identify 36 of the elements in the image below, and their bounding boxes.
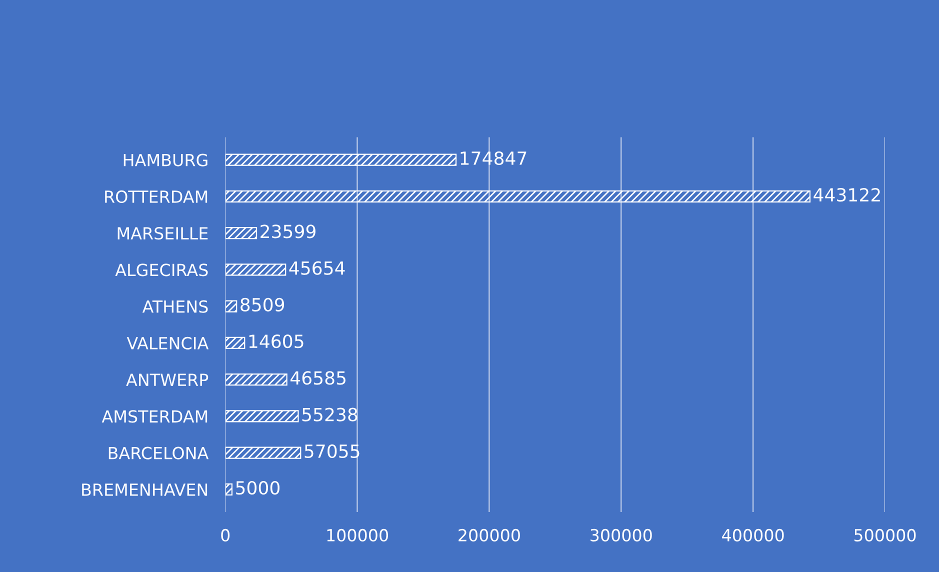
data-label: 55238 <box>302 408 358 422</box>
y-tick-label: BARCELONA <box>108 446 209 460</box>
data-label: 443122 <box>814 188 880 202</box>
data-label: 46585 <box>290 371 346 385</box>
y-tick-label: ANTWERP <box>126 374 208 386</box>
y-tick-label: BREMENHAVEN <box>82 484 208 496</box>
data-label: 174847 <box>460 151 526 166</box>
bar <box>225 190 811 202</box>
y-tick-label: VALENCIA <box>126 336 209 350</box>
data-label: 5000 <box>236 481 280 495</box>
bar <box>225 336 246 349</box>
x-tick-label: 300000 <box>590 528 652 542</box>
y-tick-label: ALGECIRAS <box>115 264 208 276</box>
y-tick-label: ATHENS <box>142 300 208 313</box>
bar <box>225 483 233 496</box>
data-label: 57055 <box>304 444 360 458</box>
y-tick-label: MARSEILLE <box>118 227 208 240</box>
y-tick-label: ROTTERDAM <box>105 190 208 203</box>
x-tick-label: 0 <box>221 528 230 542</box>
y-tick-label: HAMBURG <box>124 154 208 166</box>
bar <box>225 227 258 240</box>
bar <box>225 264 286 276</box>
bar <box>225 300 238 312</box>
bar <box>225 154 457 166</box>
x-tick-label: 500000 <box>854 528 916 542</box>
bar <box>225 446 302 459</box>
data-label: 45654 <box>289 261 345 275</box>
data-label: 14605 <box>249 334 304 348</box>
data-label: 8509 <box>240 298 284 312</box>
bar <box>225 410 299 422</box>
x-tick-label: 200000 <box>458 528 520 542</box>
data-label: 23599 <box>260 224 316 238</box>
y-tick-label: AMSTERDAM <box>102 410 208 423</box>
x-tick-label: 400000 <box>722 528 784 542</box>
x-tick-label: 100000 <box>327 528 388 542</box>
bar <box>225 373 288 386</box>
